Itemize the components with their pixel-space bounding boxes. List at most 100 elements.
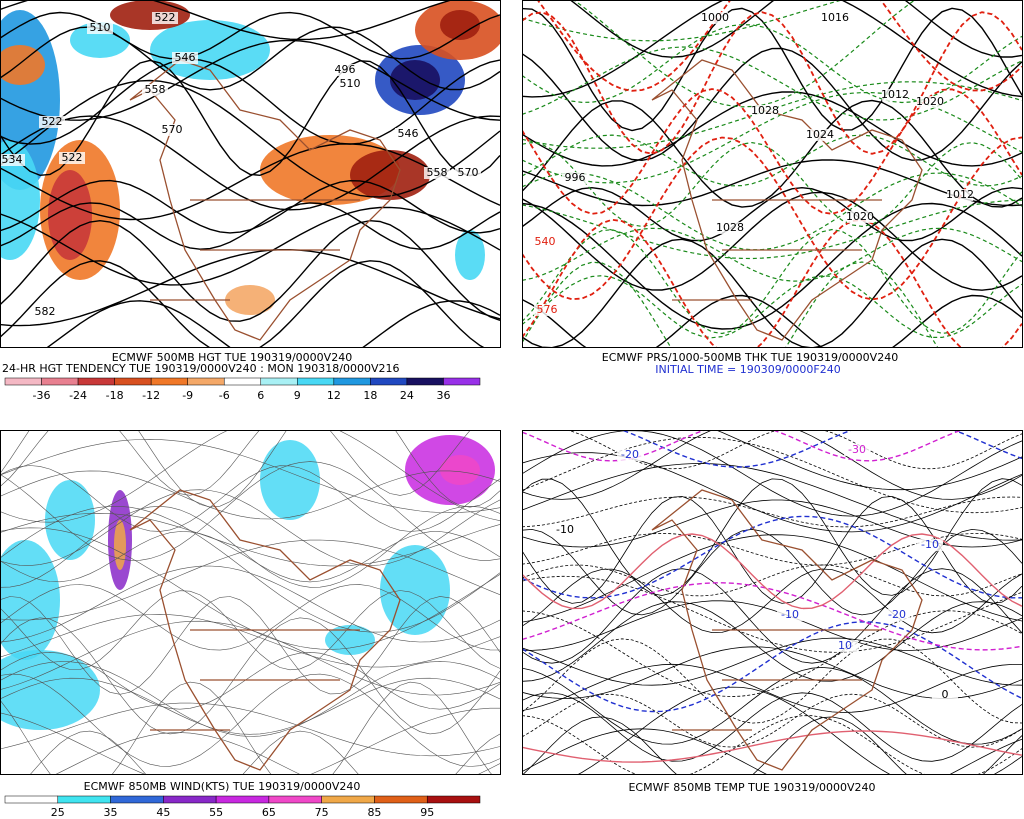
contour-line [0, 79, 500, 198]
contour-label: 558 [145, 83, 166, 96]
label-background [832, 640, 858, 652]
contour-line [0, 58, 500, 145]
contour-line [522, 275, 1022, 339]
contour-line [569, 0, 1022, 58]
label-background [932, 689, 958, 701]
contour-line [522, 663, 1022, 713]
label-background [395, 128, 421, 140]
contour-label: 540 [535, 235, 556, 248]
shading [48, 170, 92, 260]
contour-label: 1000 [701, 11, 729, 24]
colorbar-label: -9 [182, 389, 193, 402]
contour-line [0, 651, 500, 710]
label-background [172, 52, 198, 64]
label-background [884, 609, 910, 621]
label-background [822, 12, 848, 24]
shading [0, 650, 100, 730]
colorbar-swatch [426, 795, 481, 804]
contour-line [522, 499, 1022, 548]
shading [380, 545, 450, 635]
contour-label: -30 [848, 443, 866, 456]
contour-label: 1012 [946, 188, 974, 201]
contour-line [522, 228, 1022, 335]
shading [114, 520, 126, 570]
colorbar-label: 25 [51, 806, 65, 819]
shading [440, 10, 480, 40]
contour-label: 1016 [821, 11, 849, 24]
colorbar-swatch [114, 377, 152, 386]
colorbar-swatch [77, 377, 115, 386]
label-background [0, 154, 25, 166]
label-background [807, 129, 833, 141]
label-background [152, 12, 178, 24]
label-background [882, 89, 908, 101]
map-panel: 1000 1016 1028 1024 1012 1020 1012 1020 996 1028 5… [522, 0, 1022, 347]
contour-label: -20 [621, 448, 639, 461]
colorbar-swatch [297, 377, 335, 386]
contour-line [522, 534, 1022, 623]
contour-label: 1020 [916, 95, 944, 108]
contour-line [0, 661, 500, 737]
contour-line [0, 206, 500, 286]
label-background [532, 236, 558, 248]
shading [260, 440, 320, 520]
contour-line [522, 47, 1022, 162]
contour-line [0, 565, 500, 643]
colorbar-label: 6 [257, 389, 264, 402]
contour-line [0, 143, 500, 221]
contour-label: 570 [162, 123, 183, 136]
panel-frame [0, 0, 501, 348]
contour-line [522, 637, 1022, 686]
contour-line [55, 732, 500, 774]
contour-label: 10 [838, 639, 852, 652]
coastline [651, 489, 923, 771]
colorbar-label: 95 [420, 806, 434, 819]
label-background [617, 449, 643, 461]
colorbar-swatch [374, 795, 428, 804]
shading [70, 22, 130, 58]
contour-line [0, 677, 500, 735]
label-background [702, 12, 728, 24]
shading [350, 150, 430, 200]
contour-line [522, 715, 1022, 774]
contour-line [715, 430, 1022, 491]
contour-line [522, 437, 1022, 514]
contour-label: 510 [340, 77, 361, 90]
contour-label: 546 [175, 51, 196, 64]
colorbar-label: 36 [436, 389, 450, 402]
contour-line [522, 730, 1022, 763]
colorbar-label: 65 [262, 806, 276, 819]
contour-line [522, 478, 1022, 596]
contour-label: -20 [888, 608, 906, 621]
label-background [39, 116, 65, 128]
colorbar-swatch [163, 795, 217, 804]
contour-line [522, 430, 1022, 470]
contour-line [0, 39, 500, 121]
panel-frame [522, 430, 1023, 775]
contour-line [522, 134, 1022, 187]
contour-label: 546 [398, 127, 419, 140]
colorbar-label: 35 [104, 806, 118, 819]
contour-line [0, 584, 500, 651]
contour-line [0, 539, 500, 621]
label-background [947, 189, 973, 201]
shading [0, 45, 45, 85]
shading [440, 455, 480, 485]
contour-line [0, 702, 500, 757]
colorbar-swatch [260, 377, 298, 386]
label-background [917, 96, 943, 108]
contour-line [0, 202, 500, 250]
contour-line [0, 465, 500, 532]
contour-line [522, 496, 1022, 528]
contour-line [0, 59, 500, 177]
colorbar-swatch [268, 795, 322, 804]
contour-line [522, 452, 1022, 533]
contour-line [0, 681, 492, 774]
label-background [59, 152, 85, 164]
label-background [332, 64, 358, 76]
contour-label: 1028 [716, 221, 744, 234]
panel-title: ECMWF 850MB WIND(KTS) TUE 190319/0000V24… [84, 780, 361, 793]
colorbar-label: 9 [294, 389, 301, 402]
colorbar-label: 12 [327, 389, 341, 402]
colorbar-swatch [41, 377, 79, 386]
